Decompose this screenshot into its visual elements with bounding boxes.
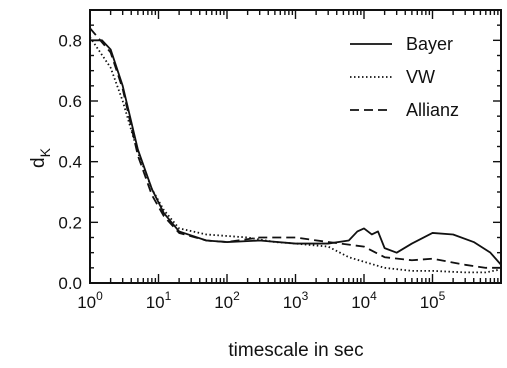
series-line-vw <box>90 36 501 274</box>
x-tick-label: 103 <box>283 289 309 312</box>
x-tick-label-exponent: 1 <box>165 289 172 303</box>
x-tick-label-base: 10 <box>77 293 96 312</box>
x-tick-label-base: 10 <box>214 293 233 312</box>
series-line-bayer <box>90 39 501 266</box>
x-tick-label-base: 10 <box>146 293 165 312</box>
x-tick-label-exponent: 0 <box>96 289 103 303</box>
x-tick-label-base: 10 <box>283 293 302 312</box>
y-tick-label: 0.2 <box>58 213 82 232</box>
y-axis-title-subscript: K <box>37 147 53 157</box>
x-axis-title: timescale in sec <box>228 340 363 361</box>
x-tick-label-exponent: 5 <box>439 289 446 303</box>
x-tick-label-base: 10 <box>351 293 370 312</box>
y-tick-label: 0.0 <box>58 274 82 293</box>
legend-label-vw: VW <box>406 67 435 87</box>
x-tick-label: 105 <box>420 289 446 312</box>
y-tick-label: 0.4 <box>58 153 82 172</box>
series-lines <box>90 27 501 274</box>
y-tick-label: 0.6 <box>58 92 82 111</box>
x-tick-label: 104 <box>351 289 377 312</box>
x-tick-label-exponent: 3 <box>302 289 309 303</box>
y-tick-label: 0.8 <box>58 31 82 50</box>
series-line-allianz <box>90 27 501 269</box>
legend-label-bayer: Bayer <box>406 34 453 54</box>
legend: Bayer VW Allianz <box>350 34 459 120</box>
y-axis-title: dK <box>28 147 53 168</box>
x-tick-label-base: 10 <box>420 293 439 312</box>
x-tick-label: 100 <box>77 289 103 312</box>
x-tick-labels: 100 101 102 103 104 105 <box>77 289 445 312</box>
x-tick-label-exponent: 4 <box>370 289 377 303</box>
x-tick-label: 101 <box>146 289 172 312</box>
y-tick-labels: 0.0 0.2 0.4 0.6 0.8 <box>58 31 82 293</box>
legend-label-allianz: Allianz <box>406 100 459 120</box>
x-tick-label-exponent: 2 <box>233 289 240 303</box>
x-tick-label: 102 <box>214 289 240 312</box>
y-axis-title-main: d <box>28 157 49 168</box>
axis-ticks <box>89 9 501 284</box>
